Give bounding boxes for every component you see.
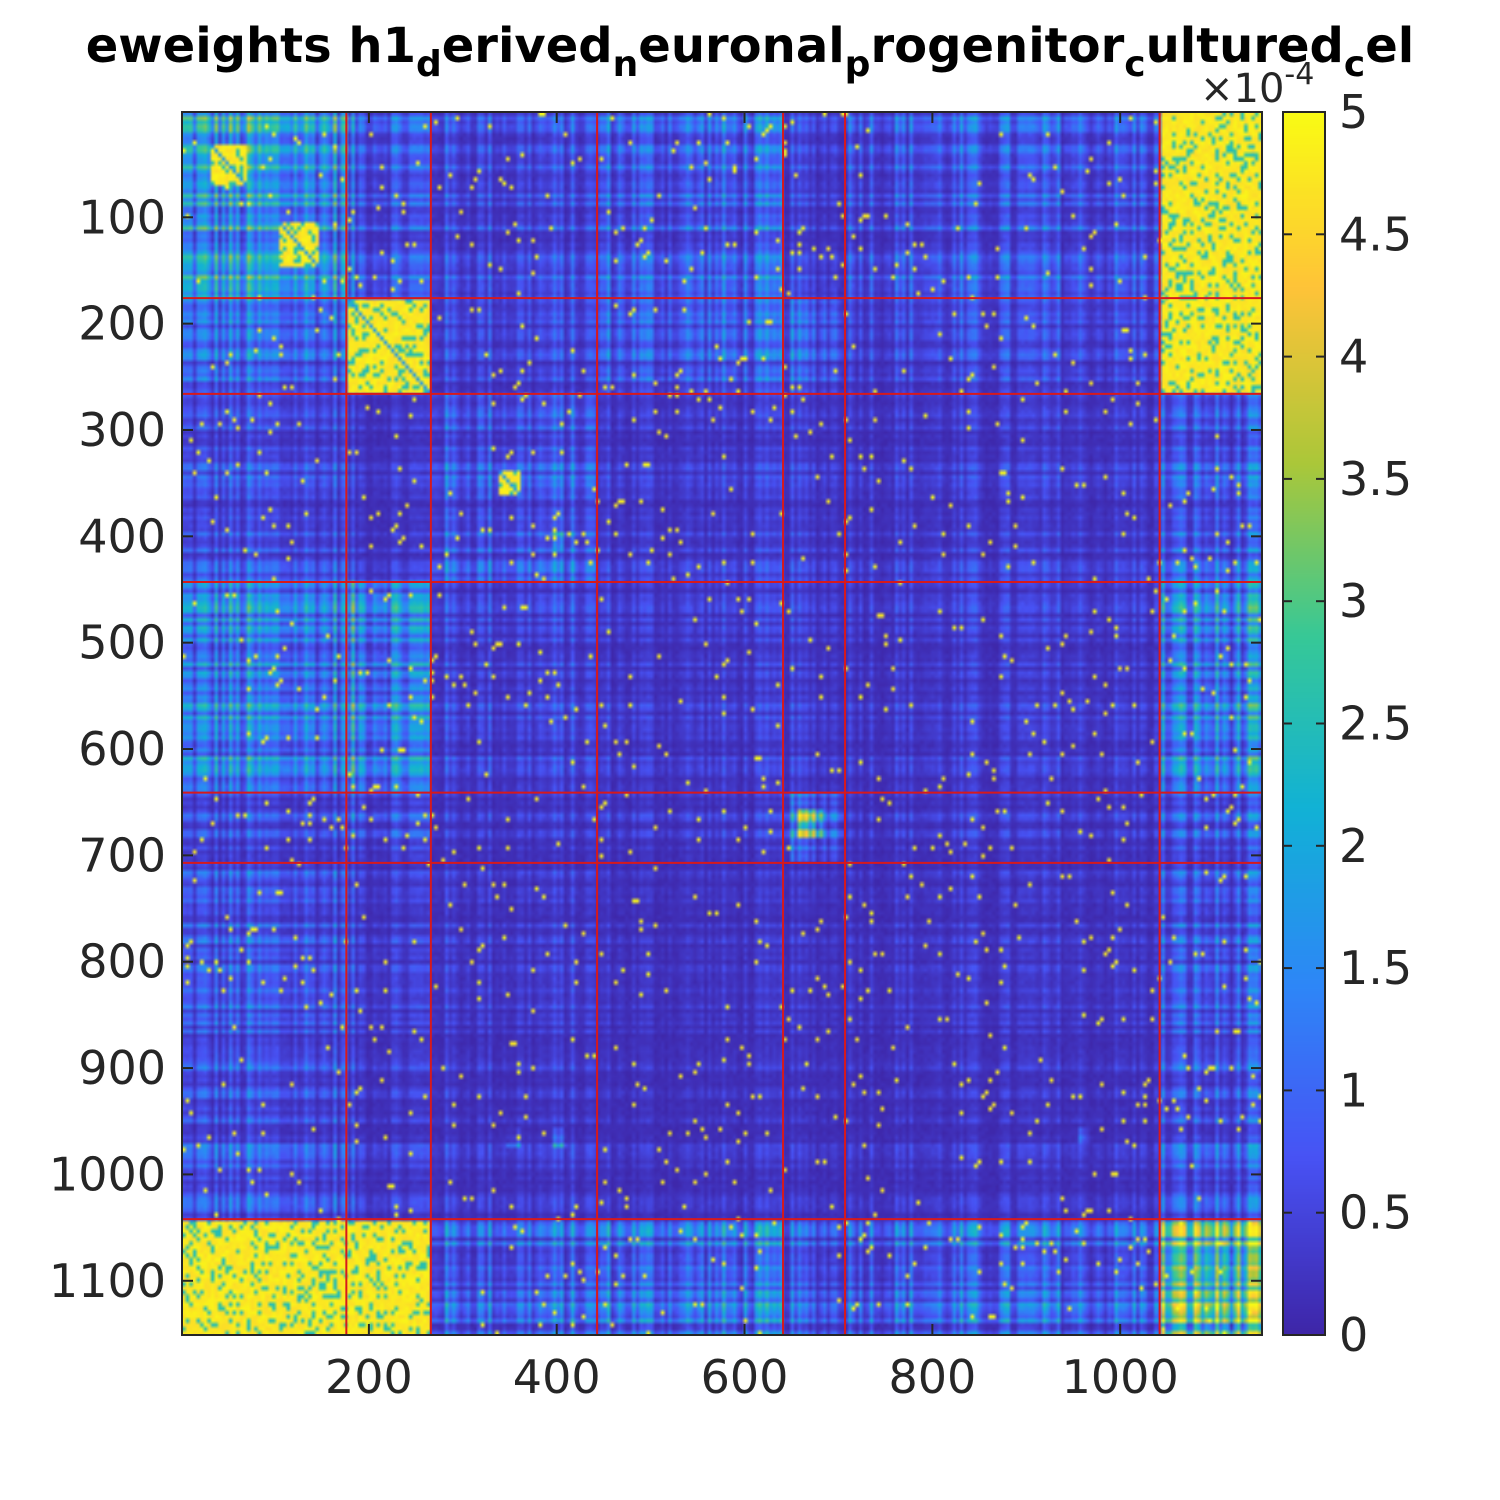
heatmap-matrix-image xyxy=(182,112,1262,1335)
colorbar-exponent-prefix: ×10 xyxy=(1200,66,1284,112)
colorbar-exponent-label: ×10-4 xyxy=(1200,57,1314,112)
y-tick-label: 1100 xyxy=(49,1254,166,1308)
chart-title-part: euronal xyxy=(638,18,844,74)
colorbar-tick-label: 3 xyxy=(1339,574,1368,628)
y-tick-label: 500 xyxy=(78,616,166,670)
colorbar-tick-label: 3.5 xyxy=(1339,452,1412,506)
x-tick-label: 200 xyxy=(325,1350,413,1404)
colorbar-tick-label: 2 xyxy=(1339,819,1368,873)
y-tick-label: 800 xyxy=(78,935,166,989)
cluster-boundary-lines xyxy=(182,112,1262,1335)
y-tick-label: 200 xyxy=(78,297,166,351)
y-tick-label: 400 xyxy=(78,509,166,563)
colorbar-exponent-power: -4 xyxy=(1284,57,1314,92)
x-tick-label: 800 xyxy=(888,1350,976,1404)
colorbar-tick-label: 0 xyxy=(1339,1308,1368,1362)
y-axis: 100 200 300 400 500 600 700 800 900 1000 1100 xyxy=(49,190,1262,1308)
chart-title-part: eweights h1 xyxy=(86,18,416,74)
chart-title-part: rogenitor xyxy=(870,18,1124,74)
x-tick-label: 600 xyxy=(701,1350,789,1404)
chart-title-part: n xyxy=(613,44,639,85)
colorbar-tick-label: 1.5 xyxy=(1339,941,1412,995)
chart-title-part: ultured xyxy=(1146,18,1344,74)
x-tick-label: 400 xyxy=(513,1350,601,1404)
x-axis: 200 400 600 800 1000 xyxy=(325,112,1179,1404)
y-tick-label: 700 xyxy=(78,828,166,882)
colorbar-tick-label: 5 xyxy=(1339,85,1368,139)
y-tick-label: 100 xyxy=(78,190,166,244)
chart-title-part: d xyxy=(416,44,442,85)
y-tick-label: 1000 xyxy=(49,1147,166,1201)
colorbar-tick-label: 2.5 xyxy=(1339,697,1412,751)
chart-title-part: c xyxy=(1344,44,1365,85)
colorbar-tick-label: 4.5 xyxy=(1339,207,1412,261)
chart-title: eweights h1derivedneuronalprogenitorcult… xyxy=(86,18,1415,85)
chart-title-part: c xyxy=(1124,44,1145,85)
axes-frame xyxy=(181,111,1263,1336)
y-tick-label: 600 xyxy=(78,722,166,776)
y-tick-label: 300 xyxy=(78,403,166,457)
chart-title-part: p xyxy=(845,44,871,85)
chart-title-part: el xyxy=(1365,18,1414,74)
x-tick-label: 1000 xyxy=(1062,1350,1179,1404)
colorbar-tick-label: 1 xyxy=(1339,1063,1368,1117)
colorbar-tick-label: 4 xyxy=(1339,330,1368,384)
colorbar-tick-label: 0.5 xyxy=(1339,1186,1412,1240)
y-tick-label: 900 xyxy=(78,1041,166,1095)
chart-title-part: erived xyxy=(442,18,613,74)
colorbar-axis: 0 0.5 1 1.5 2 2.5 3 3.5 4 4.5 5 xyxy=(1283,85,1412,1362)
